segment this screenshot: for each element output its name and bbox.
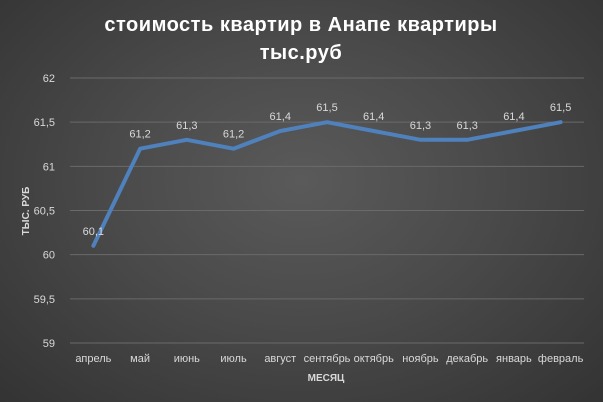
series — [91, 120, 563, 248]
data-label: 61,5 — [316, 102, 337, 114]
x-tick-label: апрель — [75, 353, 111, 365]
x-tick-label: февраль — [538, 353, 584, 365]
data-label: 61,3 — [410, 120, 431, 132]
data-label: 61,4 — [503, 111, 524, 123]
y-tick-label: 61 — [43, 161, 55, 173]
x-tick-label: ноябрь — [402, 353, 439, 365]
data-label: 61,5 — [550, 102, 571, 114]
series-line — [91, 120, 563, 248]
x-tick-label: август — [264, 353, 296, 365]
data-label: 61,4 — [363, 111, 384, 123]
x-tick-label: июнь — [174, 353, 200, 365]
data-label: 60,1 — [83, 226, 104, 238]
chart-title-line-2: тыс.руб — [260, 42, 342, 64]
x-tick-label: май — [130, 353, 150, 365]
data-label: 61,2 — [223, 129, 244, 141]
y-tick-label: 60 — [43, 250, 55, 262]
y-tick-label: 61,5 — [34, 117, 55, 129]
x-tick-label: сентябрь — [304, 353, 351, 365]
x-axis-ticks: апрель май июнь июль август сентябрь октябрь но… — [75, 353, 583, 365]
x-tick-label: октябрь — [354, 353, 394, 365]
y-tick-label: 59,5 — [34, 294, 55, 306]
data-label: 61,3 — [456, 120, 477, 132]
data-label: 61,4 — [270, 111, 291, 123]
y-tick-label: 59 — [43, 338, 55, 350]
y-tick-label: 62 — [43, 73, 55, 85]
y-tick-label: 60,5 — [34, 206, 55, 218]
y-axis-title: ТЫС. РУБ — [21, 187, 32, 236]
x-tick-label: январь — [496, 353, 532, 365]
data-label: 61,3 — [176, 120, 197, 132]
chart-title-line-1: стоимость квартир в Анапе квартиры — [104, 14, 497, 36]
data-labels: 60,1 61,2 61,3 61,2 61,4 61,5 61,4 61,3 61,3 61,4… — [83, 102, 572, 238]
x-tick-label: декабрь — [446, 353, 488, 365]
y-axis-ticks: 59 59,5 60 60,5 61 61,5 62 — [34, 73, 55, 350]
x-tick-label: июль — [220, 353, 247, 365]
x-axis-title: МЕСЯЦ — [308, 373, 345, 384]
data-label: 61,2 — [129, 129, 150, 141]
